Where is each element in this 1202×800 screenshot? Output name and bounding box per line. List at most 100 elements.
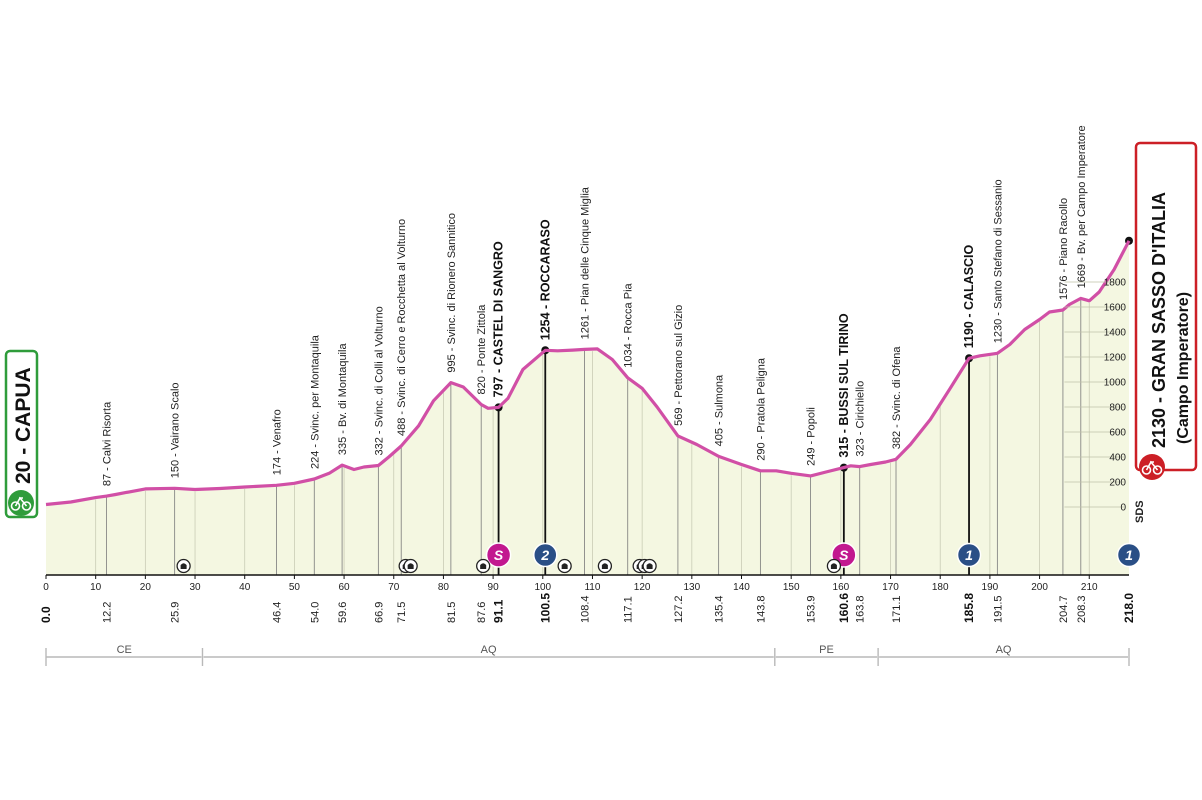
x-tick-label: 110 — [584, 582, 600, 593]
x-tick-label: 180 — [932, 582, 949, 593]
kom-marker — [1116, 542, 1142, 568]
sponsor-mark: SDS — [1134, 500, 1146, 523]
km-label: 163.8 — [855, 595, 867, 623]
km-label: 46.4 — [272, 602, 284, 623]
tunnel-icon-glyph — [480, 563, 487, 569]
tunnel-icon-glyph — [830, 563, 837, 569]
x-tick-label: 60 — [339, 582, 351, 593]
x-tick-label: 100 — [534, 582, 551, 593]
x-tick-label: 30 — [189, 582, 201, 593]
waypoint-label: 995 - Svinc. di Rionero Sannitico — [446, 213, 458, 373]
waypoint-label: 405 - Sulmona — [714, 374, 726, 446]
finish-title: 2130 - GRAN SASSO D'ITALIA — [1149, 192, 1169, 448]
waypoint-label: 1190 - CALASCIO — [962, 244, 976, 348]
altitude-tick-label: 200 — [1109, 478, 1126, 489]
x-tick-label: 210 — [1081, 582, 1098, 593]
x-tick-label: 70 — [388, 582, 400, 593]
start-box — [4, 349, 39, 519]
altitude-tick-label: 1600 — [1104, 303, 1127, 314]
waypoint-label: 1034 - Rocca Pia — [623, 282, 635, 367]
region-label: AQ — [481, 644, 497, 656]
km-label: 153.9 — [806, 595, 818, 623]
waypoint-label: 87 - Calvi Risorta — [102, 401, 114, 486]
km-label: 100.5 — [538, 593, 552, 623]
x-tick-label: 140 — [733, 582, 750, 593]
km-label: 171.1 — [891, 595, 903, 623]
waypoint-label: 569 - Pettorano sul Gizio — [673, 305, 685, 426]
waypoint-label: 224 - Svinc. per Montaquila — [309, 334, 321, 469]
x-tick-label: 90 — [488, 582, 500, 593]
waypoint-label: 290 - Pratola Peligna — [755, 357, 767, 461]
waypoint-label: 315 - BUSSI SUL TIRINO — [837, 313, 851, 458]
altitude-tick-label: 400 — [1109, 453, 1126, 464]
km-label: 160.6 — [837, 593, 851, 623]
waypoint-label: 1261 - Pian delle Cinque Miglia — [580, 186, 592, 339]
km-label: 127.2 — [673, 595, 685, 623]
finish-subtitle: (Campo Imperatore) — [1175, 292, 1192, 444]
x-tick-label: 120 — [634, 582, 651, 593]
x-tick-label: 200 — [1031, 582, 1048, 593]
sprint-marker-label: S — [839, 547, 849, 563]
waypoint-label: 150 - Vairano Scalo — [170, 382, 182, 478]
altitude-tick-label: 1000 — [1104, 378, 1127, 389]
sprint-marker-label: S — [494, 547, 504, 563]
x-tick-label: 170 — [882, 582, 899, 593]
altitude-tick-label: 1800 — [1104, 278, 1127, 289]
tunnel-icon-glyph — [601, 563, 608, 569]
waypoint-label: 1230 - Santo Stefano di Sessanio — [992, 179, 1004, 343]
tunnel-icon-glyph — [646, 563, 653, 569]
waypoint-label: 488 - Svinc. di Cerro e Rocchetta al Vol… — [396, 219, 408, 436]
tunnel-icon-glyph — [407, 563, 414, 569]
sprint-marker — [485, 542, 512, 568]
start-label: 20 - CAPUA — [4, 349, 39, 519]
km-label: 59.6 — [337, 602, 349, 623]
km-label: 135.4 — [714, 595, 726, 623]
x-tick-label: 0 — [43, 582, 49, 593]
x-tick-label: 40 — [239, 582, 251, 593]
tunnel-icon-glyph — [180, 563, 187, 569]
x-tick-label: 130 — [683, 582, 700, 593]
km-label: 81.5 — [446, 602, 458, 623]
km-label: 218.0 — [1122, 593, 1136, 623]
waypoint-label: 797 - CASTEL DI SANGRO — [492, 241, 506, 397]
profile-area — [46, 240, 1129, 576]
km-label: 208.3 — [1076, 595, 1088, 623]
kom-marker — [956, 542, 982, 568]
waypoint-label: 1669 - Bv. per Campo Imperatore — [1076, 125, 1088, 288]
km-label: 117.1 — [623, 596, 635, 623]
altitude-tick-label: 1200 — [1104, 353, 1127, 364]
altitude-tick-label: 0 — [1120, 503, 1126, 514]
km-label: 185.8 — [962, 593, 976, 623]
km-label: 0.0 — [39, 606, 53, 623]
kom-marker — [533, 542, 558, 568]
altitude-tick-label: 800 — [1109, 403, 1126, 414]
km-label: 87.6 — [476, 602, 488, 623]
km-label: 54.0 — [309, 602, 321, 623]
start-title: 20 - CAPUA — [12, 367, 35, 484]
waypoint-label: 323 - Cirichiello — [855, 381, 867, 457]
waypoint-label: 249 - Popoli — [806, 407, 818, 466]
waypoint-label: 382 - Svinc. di Ofena — [891, 346, 903, 450]
kom-marker-label: 2 — [540, 547, 549, 563]
km-label: 91.1 — [492, 599, 506, 623]
km-label: 66.9 — [373, 602, 385, 623]
km-label: 71.5 — [396, 602, 408, 623]
finish-box — [1134, 141, 1198, 472]
waypoint-label: 1254 - ROCCARASO — [538, 219, 552, 340]
x-tick-label: 80 — [438, 582, 450, 593]
km-label: 191.5 — [992, 595, 1004, 623]
start-bike-icon — [8, 490, 34, 516]
altitude-tick-label: 600 — [1109, 428, 1126, 439]
x-tick-label: 50 — [289, 582, 301, 593]
x-tick-label: 10 — [90, 582, 102, 593]
x-tick-label: 190 — [982, 582, 999, 593]
kom-marker-label: 1 — [965, 547, 973, 563]
x-tick-label: 160 — [833, 582, 850, 593]
kom-marker-label: 1 — [1125, 547, 1133, 563]
waypoint-label: 820 - Ponte Zittola — [476, 304, 488, 395]
region-label: AQ — [996, 644, 1012, 656]
region-label: PE — [819, 644, 834, 656]
region-label: CE — [117, 644, 132, 656]
profile-line — [45, 240, 1131, 507]
